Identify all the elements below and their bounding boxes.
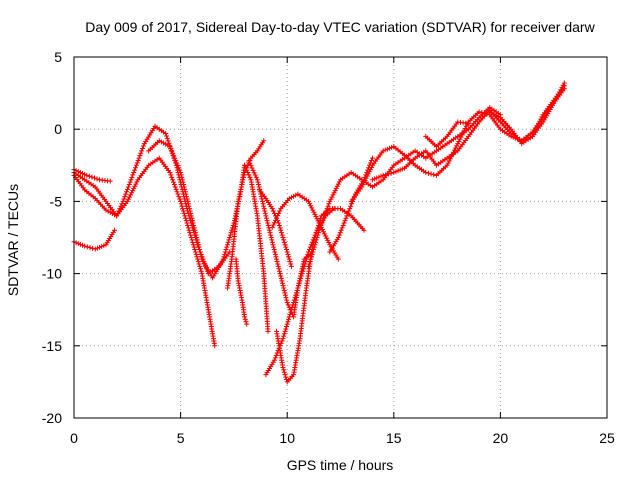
series-markers xyxy=(256,187,294,269)
series-track-4 xyxy=(71,167,113,184)
axis-ticks xyxy=(73,56,608,419)
series-track-18 xyxy=(423,119,471,150)
y-tick-label: -10 xyxy=(42,266,62,282)
x-axis-label: GPS time / hours xyxy=(287,457,394,473)
tick-labels: 0 5 10 15 20 25 -20 -15 -10 -5 0 5 xyxy=(42,49,615,446)
x-tick-label: 0 xyxy=(70,430,78,446)
series-markers xyxy=(487,83,567,147)
series-track-8 xyxy=(242,162,271,334)
chart-title: Day 009 of 2017, Sidereal Day-to-day VTE… xyxy=(85,19,595,35)
data-series xyxy=(71,80,567,385)
x-tick-label: 20 xyxy=(493,430,509,446)
plot-frame xyxy=(73,56,608,419)
x-tick-label: 25 xyxy=(599,430,615,446)
series-markers xyxy=(233,256,250,327)
series-track-14 xyxy=(306,105,503,269)
y-tick-label: 5 xyxy=(54,49,62,65)
y-tick-label: -20 xyxy=(42,410,62,426)
y-axis-label: SDTVAR / TECUs xyxy=(5,184,21,296)
x-tick-label: 10 xyxy=(279,430,295,446)
series-markers xyxy=(423,119,471,150)
series-markers xyxy=(242,162,271,334)
y-tick-label: -15 xyxy=(42,338,62,354)
series-track-7 xyxy=(233,256,250,327)
x-tick-label: 15 xyxy=(386,430,402,446)
x-tick-label: 5 xyxy=(177,430,185,446)
series-markers xyxy=(306,105,503,269)
y-tick-label: 0 xyxy=(54,121,62,137)
y-tick-label: -5 xyxy=(50,193,63,209)
series-track-19 xyxy=(487,83,567,147)
series-track-3 xyxy=(71,227,118,252)
